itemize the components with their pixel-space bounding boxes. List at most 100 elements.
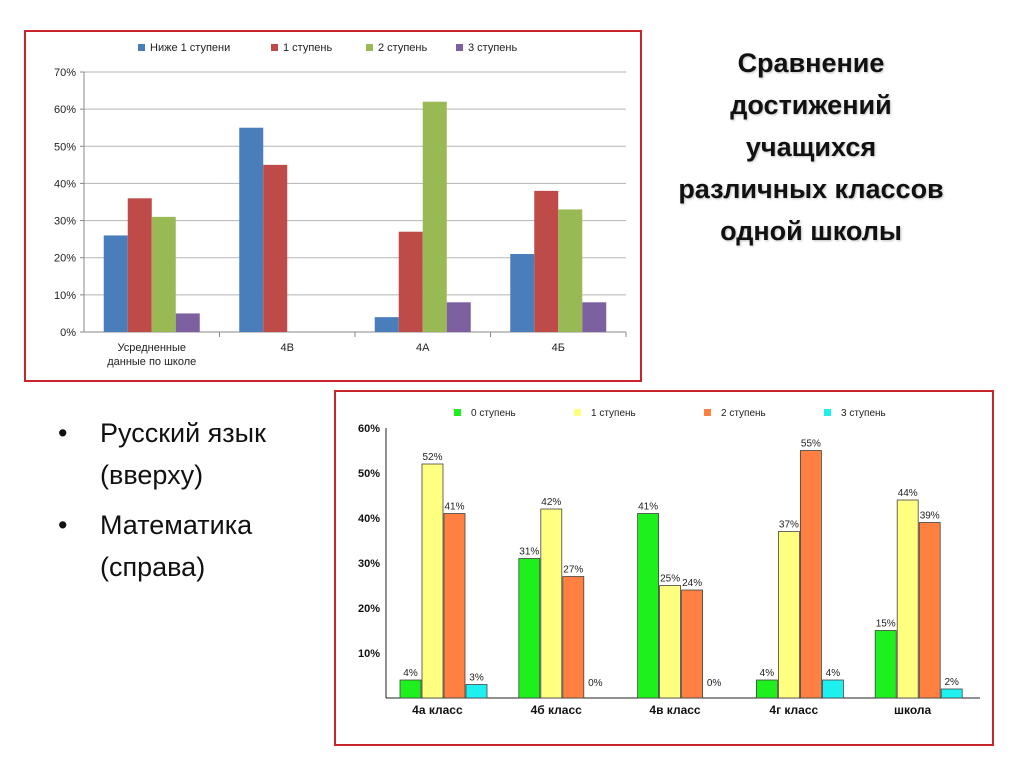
data-label: 4% — [403, 668, 418, 679]
x-tick-label: 4В — [281, 342, 294, 354]
title-line: различных классов — [678, 174, 944, 204]
math-chart-svg: 0 ступень 1 ступень 2 ступень 3 ступень 10% 2… — [358, 408, 980, 717]
data-label: 41% — [638, 502, 658, 513]
legend-swatch — [456, 44, 463, 51]
y-tick-label: 10% — [358, 648, 380, 660]
data-label: 31% — [519, 547, 539, 558]
bar — [422, 101, 447, 332]
data-label: 42% — [541, 497, 561, 508]
bar — [874, 630, 897, 699]
legend-swatch — [271, 44, 278, 51]
bar — [398, 231, 423, 332]
data-label: 0% — [588, 678, 603, 689]
data-label: 3% — [469, 673, 484, 684]
bar — [659, 585, 682, 699]
bullet-text: (вверху) — [100, 460, 204, 490]
bullet-list: • Русский язык (вверху) • Математика (сп… — [58, 412, 328, 596]
data-label: 4% — [826, 668, 841, 679]
bar — [918, 522, 941, 699]
y-tick-label: 60% — [358, 423, 380, 435]
bar — [446, 302, 471, 332]
y-tick-label: 20% — [54, 253, 76, 265]
legend-label: 2 ступень — [721, 408, 766, 419]
legend-label: 0 ступень — [471, 408, 516, 419]
data-label: 39% — [920, 511, 940, 522]
bar — [582, 302, 607, 332]
data-label: 25% — [660, 574, 680, 585]
x-tick-label: 4Б — [552, 342, 565, 354]
bar — [151, 216, 176, 332]
data-label: 4% — [760, 668, 775, 679]
legend-label: 3 ступень — [468, 42, 517, 54]
x-tick-label: данные по школе — [107, 356, 196, 368]
bar — [175, 313, 200, 332]
bar — [896, 499, 919, 699]
bar — [681, 589, 704, 699]
data-label: 0% — [707, 678, 722, 689]
bullet-item-math: • Математика (справа) — [58, 504, 328, 588]
data-label: 2% — [944, 677, 959, 688]
legend-swatch — [454, 409, 461, 416]
legend-label: 3 ступень — [841, 408, 886, 419]
y-tick-label: 50% — [358, 468, 380, 480]
x-tick-label: 4а класс — [412, 703, 463, 717]
russian-chart-svg: Ниже 1 ступени 1 ступень 2 ступень 3 ступен… — [54, 42, 627, 368]
bar — [799, 450, 822, 699]
bar — [263, 164, 288, 332]
data-label: 44% — [898, 488, 918, 499]
bar — [637, 513, 660, 699]
bar — [127, 198, 152, 332]
legend-label: 1 ступень — [283, 42, 332, 54]
bullet-text: Русский язык — [100, 418, 266, 448]
x-tick-label: Усредненные — [117, 342, 186, 354]
legend-label: 1 ступень — [591, 408, 636, 419]
bar — [755, 679, 778, 699]
bar — [421, 463, 444, 699]
title-line: Сравнение — [737, 48, 885, 78]
y-tick-label: 50% — [54, 141, 76, 153]
bar — [374, 317, 399, 332]
legend-swatch — [138, 44, 145, 51]
y-tick-label: 60% — [54, 104, 76, 116]
russian-chart: Ниже 1 ступени 1 ступень 2 ступень 3 ступен… — [24, 30, 642, 382]
bullet-text: (справа) — [100, 552, 206, 582]
y-tick-label: 10% — [54, 290, 76, 302]
bar — [558, 209, 583, 332]
slide-title: Сравнение достижений учащихся различных … — [650, 42, 972, 252]
legend-swatch — [824, 409, 831, 416]
title-line: достижений — [730, 90, 892, 120]
y-tick-label: 40% — [358, 513, 380, 525]
bar — [399, 679, 422, 699]
bar — [534, 190, 559, 332]
title-line: учащихся — [745, 132, 877, 162]
x-tick-label: 4А — [416, 342, 430, 354]
data-label: 24% — [682, 578, 702, 589]
bar — [821, 679, 844, 699]
title-line: одной школы — [720, 216, 902, 246]
bar — [540, 508, 563, 699]
data-label: 41% — [444, 502, 464, 513]
legend-swatch — [366, 44, 373, 51]
x-tick-label: 4б класс — [531, 703, 583, 717]
y-tick-label: 20% — [358, 603, 380, 615]
bar — [443, 513, 466, 699]
legend-label: Ниже 1 ступени — [150, 42, 230, 54]
data-label: 15% — [876, 619, 896, 630]
data-label: 37% — [779, 520, 799, 531]
legend-label: 2 ступень — [378, 42, 427, 54]
bar — [465, 684, 488, 699]
x-tick-label: 4в класс — [649, 703, 701, 717]
y-tick-label: 70% — [54, 67, 76, 79]
bar — [518, 558, 541, 699]
x-tick-label: 4г класс — [769, 703, 818, 717]
data-label: 52% — [422, 452, 442, 463]
bullet-item-russian: • Русский язык (вверху) — [58, 412, 328, 496]
legend-swatch — [704, 409, 711, 416]
y-tick-label: 0% — [60, 327, 76, 339]
bullet-dot-icon: • — [58, 510, 68, 540]
x-tick-label: школа — [894, 703, 932, 717]
legend-swatch — [574, 409, 581, 416]
bar — [562, 576, 585, 699]
data-label: 27% — [563, 565, 583, 576]
bullet-text: Математика — [100, 510, 253, 540]
